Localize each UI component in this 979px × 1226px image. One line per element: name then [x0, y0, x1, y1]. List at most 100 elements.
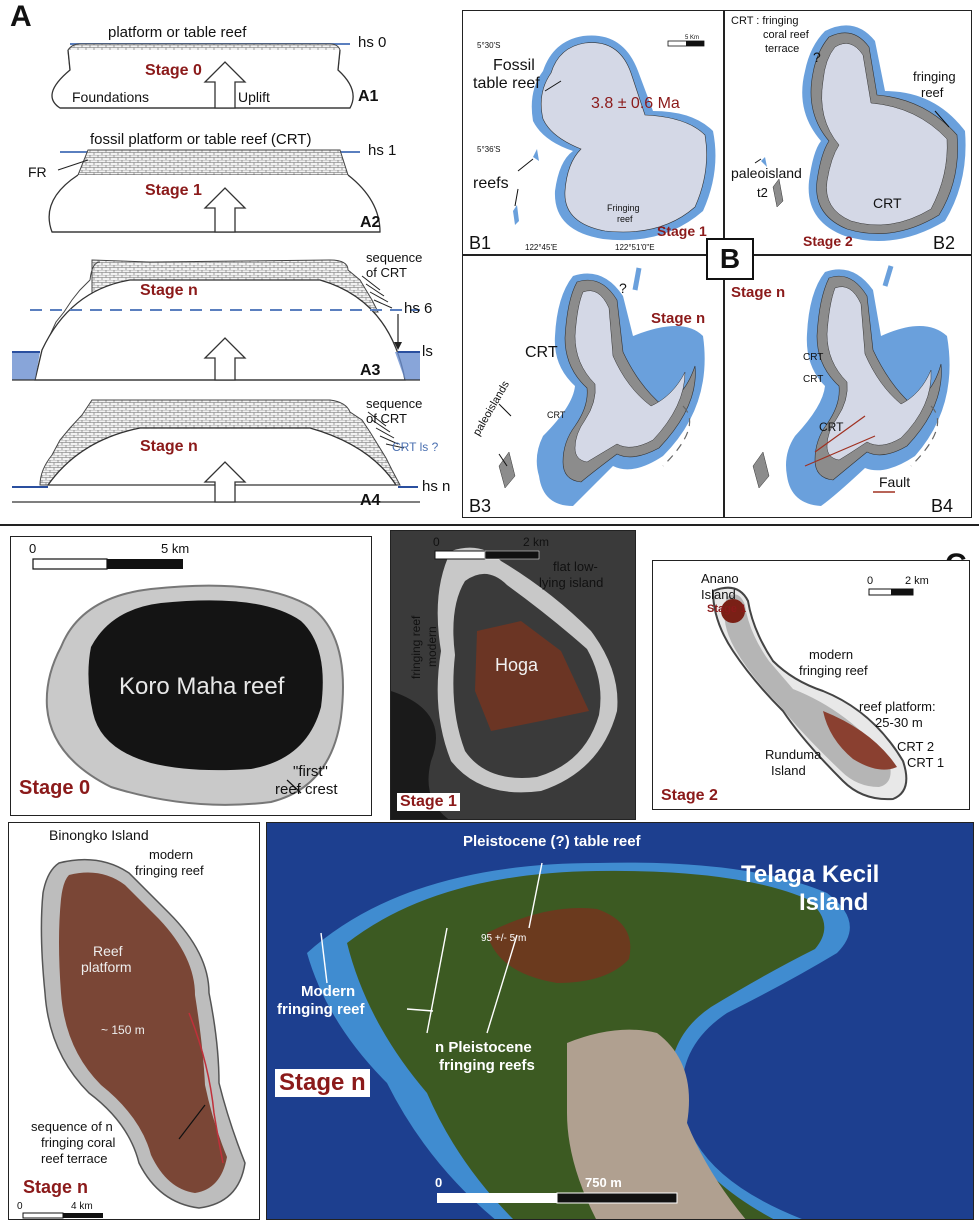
- c2-scale-2: 2 km: [905, 575, 929, 587]
- b2-fringing-2: reef: [921, 85, 944, 100]
- b1-age: 3.8 ± 0.6 Ma: [591, 95, 680, 112]
- a3-seq1: sequence: [366, 250, 423, 265]
- a1-stage: Stage 0: [145, 62, 202, 79]
- c0-reef-name: Koro Maha reef: [119, 673, 285, 700]
- c2-modern-2: fringing reef: [799, 663, 868, 678]
- panel-b4: Stage n CRT CRT CRT Fault B4: [724, 255, 972, 518]
- c2-runduma-2: Island: [771, 763, 806, 778]
- a3-hs-label: hs 6: [404, 300, 433, 317]
- b1-fossil-1: Fossil: [493, 57, 535, 74]
- a2-hs-label: hs 1: [368, 142, 397, 159]
- b4-crt-c: CRT: [819, 420, 844, 434]
- b3-crt-small: CRT: [547, 410, 566, 420]
- a4-stage: Stage n: [140, 438, 198, 455]
- b1-stage: Stage 1: [657, 223, 707, 239]
- c2-stage: Stage 2: [661, 787, 718, 804]
- panel-a-diagram: [12, 43, 420, 503]
- c4-table-reef: Pleistocene (?) table reef: [463, 833, 641, 850]
- c0-first-2: reef crest: [275, 781, 338, 798]
- b3-question: ?: [619, 280, 627, 296]
- c2-crt-2: CRT 2: [897, 739, 935, 754]
- panel-b-letter: B: [706, 238, 754, 280]
- section-divider: [0, 524, 979, 526]
- c2-crt-1: CRT 1: [907, 755, 945, 770]
- panel-c4: Pleistocene (?) table reef 95 +/- 5 m Te…: [266, 822, 974, 1220]
- a3-seq2: of CRT: [366, 265, 407, 280]
- a3-id: A3: [360, 362, 381, 379]
- b2-crt-note-3: terrace: [765, 43, 800, 55]
- a4-crtls: CRT ls ?: [392, 440, 439, 454]
- b1-scale: 5 Km: [685, 35, 700, 41]
- a4-seq2: of CRT: [366, 411, 407, 426]
- b2-question: ?: [813, 49, 821, 65]
- c1-flat-1: flat low-: [553, 559, 598, 574]
- c1-modern-2: fringing reef: [409, 615, 423, 679]
- c1-hoga: Hoga: [495, 655, 539, 675]
- b1-id: B1: [469, 233, 492, 253]
- c4-island-name-1: Telaga Kecil: [741, 861, 880, 888]
- c2-platform-1: reef platform:: [859, 699, 936, 714]
- a3-ls-label: ls: [422, 343, 433, 360]
- b1-lat1: 5°30'S: [477, 41, 501, 50]
- a4-seq1: sequence: [366, 396, 423, 411]
- a4-id: A4: [360, 492, 381, 509]
- c2-anano-1: Anano: [701, 571, 739, 586]
- c4-scale-0: 0: [435, 1175, 443, 1190]
- c4-elevation: 95 +/- 5 m: [481, 933, 527, 944]
- b2-fringing-1: fringing: [913, 69, 956, 84]
- panel-c3: Binongko Island modern fringing reef Ree…: [8, 822, 260, 1220]
- panel-c2: Anano Island Stage 1 0 2 km modern fring…: [652, 560, 970, 810]
- b2-crt-note-2: coral reef: [763, 29, 809, 41]
- a1-uplift: Uplift: [238, 89, 270, 105]
- c4-island-name-2: Island: [799, 889, 869, 916]
- c1-modern-1: modern: [425, 626, 439, 667]
- c3-title: Binongko Island: [49, 827, 149, 843]
- c4-modern-1: Modern: [301, 983, 356, 1000]
- c0-stage: Stage 0: [19, 777, 91, 799]
- b1-fringing-1: Fringing: [607, 203, 640, 213]
- b1-reefs: reefs: [473, 175, 509, 192]
- b2-paleoisland: paleoisland: [731, 165, 802, 181]
- c4-n-pleistocene-1: n Pleistocene: [435, 1039, 532, 1056]
- c2-scale-0: 0: [867, 575, 874, 587]
- c3-elevation: ~ 150 m: [101, 1023, 145, 1037]
- panel-a-letter: A: [10, 0, 32, 33]
- c1-stage: Stage 1: [397, 793, 460, 811]
- panel-c0: 0 5 km Koro Maha reef "first" reef crest…: [10, 536, 372, 816]
- b3-id: B3: [469, 496, 492, 516]
- a2-stage: Stage 1: [145, 182, 202, 199]
- c3-scale-4: 4 km: [71, 1201, 93, 1212]
- b2-t2: t2: [757, 185, 768, 200]
- a2-id: A2: [360, 214, 381, 231]
- a1-title: platform or table reef: [108, 24, 247, 41]
- b1-lat2: 5°36'S: [477, 145, 501, 154]
- c3-scale-0: 0: [17, 1201, 23, 1212]
- b3-stage: Stage n: [651, 310, 706, 327]
- c3-sequence-3: reef terrace: [41, 1151, 108, 1166]
- c2-platform-2: 25-30 m: [875, 715, 923, 730]
- c3-stage: Stage n: [23, 1177, 89, 1197]
- b1-lon1: 122°45'E: [525, 243, 558, 252]
- c1-scale-2: 2 km: [523, 535, 550, 549]
- b4-crt-a: CRT: [803, 352, 824, 363]
- c3-platform-1: Reef: [93, 943, 123, 959]
- b4-fault-legend: Fault: [879, 474, 911, 490]
- c1-flat-2: lying island: [539, 575, 604, 590]
- c0-scale-0: 0: [29, 541, 37, 556]
- b2-crt: CRT: [873, 195, 902, 211]
- a2-fr-label: FR: [28, 164, 47, 180]
- b2-crt-note-1: CRT : fringing: [731, 15, 799, 27]
- a1-foundations: Foundations: [72, 89, 150, 105]
- c1-scale-0: 0: [433, 535, 440, 549]
- c3-platform-2: platform: [81, 959, 132, 975]
- b4-id: B4: [931, 496, 954, 516]
- c4-n-pleistocene-2: fringing reefs: [439, 1057, 535, 1074]
- c3-sequence-2: fringing coral: [41, 1135, 116, 1150]
- panel-b1: 5°30'S 5°36'S 122°45'E 122°51'0"E 5 Km F…: [462, 10, 724, 255]
- b3-crt: CRT: [525, 344, 558, 361]
- c2-runduma-1: Runduma: [765, 747, 822, 762]
- a1-hs-label: hs 0: [358, 34, 387, 51]
- b1-fringing-2: reef: [617, 214, 633, 224]
- c4-stage: Stage n: [275, 1069, 370, 1097]
- c0-scale-5: 5 km: [161, 541, 190, 556]
